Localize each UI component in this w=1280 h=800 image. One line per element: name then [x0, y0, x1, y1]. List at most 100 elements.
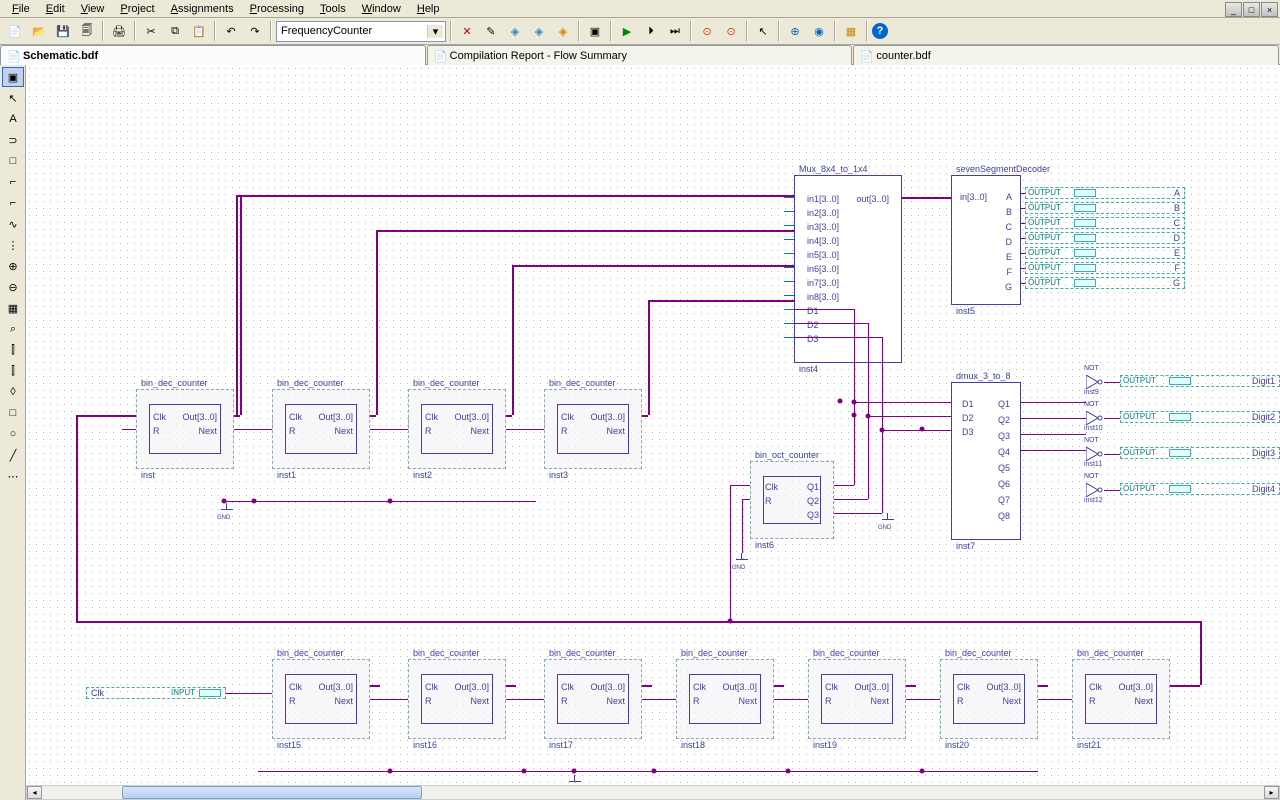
output-pin[interactable]: OUTPUTG — [1025, 277, 1185, 289]
schematic-canvas[interactable]: bin_dec_counterClkROut[3..0]Nextinst bin_… — [26, 65, 1280, 785]
help-icon[interactable]: ? — [872, 23, 888, 39]
step-icon[interactable]: ⏭ — [664, 20, 686, 42]
tool-button-13[interactable]: ⫿ — [2, 340, 24, 360]
mux-block[interactable]: Mux_8x4_to_1x4in1[3..0]in2[3..0]in3[3..0… — [794, 175, 902, 363]
new-icon[interactable]: 📄 — [4, 20, 26, 42]
output-pin[interactable]: OUTPUTA — [1025, 187, 1185, 199]
pin-icon[interactable]: ⊕ — [784, 20, 806, 42]
tool-button-17[interactable]: ○ — [2, 424, 24, 444]
tool-button-18[interactable]: ╱ — [2, 445, 24, 465]
menu-processing[interactable]: Processing — [242, 2, 312, 16]
tool-button-7[interactable]: ∿ — [2, 214, 24, 234]
output-pin[interactable]: OUTPUTF — [1025, 262, 1185, 274]
print-icon[interactable]: 🖨 — [108, 20, 130, 42]
scroll-left-button[interactable]: ◂ — [27, 786, 42, 799]
tab[interactable]: 📄counter.bdf — [853, 45, 1279, 65]
undo-icon[interactable]: ↶ — [220, 20, 242, 42]
not-gate[interactable] — [1086, 375, 1104, 389]
tool-button-2[interactable]: A — [2, 109, 24, 129]
tool-button-10[interactable]: ⊖ — [2, 277, 24, 297]
time1-icon[interactable]: ⊙ — [696, 20, 718, 42]
stop-icon[interactable]: ✕ — [456, 20, 478, 42]
open-icon[interactable]: 📂 — [28, 20, 50, 42]
bin-dec-counter-block[interactable]: bin_dec_counterClkROut[3..0]Nextinst19 — [808, 659, 906, 739]
bin-dec-counter-block[interactable]: bin_dec_counterClkROut[3..0]Nextinst21 — [1072, 659, 1170, 739]
bin-oct-counter-block[interactable]: bin_oct_counterClkRQ1Q2Q3inst6 — [750, 461, 834, 539]
signal-icon[interactable]: ◉ — [808, 20, 830, 42]
tool-button-5[interactable]: ⌐ — [2, 172, 24, 192]
not-gate[interactable] — [1086, 483, 1104, 497]
paste-icon[interactable]: 📋 — [188, 20, 210, 42]
tool-button-1[interactable]: ↖ — [2, 88, 24, 108]
bin-dec-counter-block[interactable]: bin_dec_counterClkROut[3..0]Nextinst3 — [544, 389, 642, 469]
bin-dec-counter-block[interactable]: bin_dec_counterClkROut[3..0]Nextinst17 — [544, 659, 642, 739]
bin-dec-counter-block[interactable]: bin_dec_counterClkROut[3..0]Nextinst20 — [940, 659, 1038, 739]
output-pin[interactable]: OUTPUTE — [1025, 247, 1185, 259]
not-gate[interactable] — [1086, 411, 1104, 425]
not-gate[interactable] — [1086, 447, 1104, 461]
time2-icon[interactable]: ⊙ — [720, 20, 742, 42]
menu-window[interactable]: Window — [354, 2, 409, 16]
output-pin[interactable]: OUTPUTD — [1025, 232, 1185, 244]
save-icon[interactable]: 💾 — [52, 20, 74, 42]
synth-icon[interactable]: ◈ — [528, 20, 550, 42]
cut-icon[interactable]: ✂ — [140, 20, 162, 42]
tool-button-12[interactable]: ⌕ — [2, 319, 24, 339]
tool-button-14[interactable]: ⫿ — [2, 361, 24, 381]
output-pin[interactable]: OUTPUTDigit4 — [1120, 483, 1280, 495]
project-combo[interactable]: FrequencyCounter — [276, 21, 446, 42]
bin-dec-counter-block[interactable]: bin_dec_counterClkROut[3..0]Nextinst15 — [272, 659, 370, 739]
redo-icon[interactable]: ↷ — [244, 20, 266, 42]
tool-button-3[interactable]: ⊃ — [2, 130, 24, 150]
menu-tools[interactable]: Tools — [312, 2, 354, 16]
output-pin[interactable]: OUTPUTB — [1025, 202, 1185, 214]
scroll-right-button[interactable]: ▸ — [1264, 786, 1279, 799]
bin-dec-counter-block[interactable]: bin_dec_counterClkROut[3..0]Nextinst1 — [272, 389, 370, 469]
analyze-icon[interactable]: ◈ — [504, 20, 526, 42]
bin-dec-counter-block[interactable]: bin_dec_counterClkROut[3..0]Nextinst2 — [408, 389, 506, 469]
tab[interactable]: 📄Schematic.bdf — [0, 45, 426, 65]
dmux-block[interactable]: dmux_3_to_8D1D2D3Q1Q2Q3Q4Q5Q6Q7Q8inst7 — [951, 382, 1021, 540]
tool-button-9[interactable]: ⊕ — [2, 256, 24, 276]
select-icon[interactable]: ↖ — [752, 20, 774, 42]
programmer-icon[interactable]: ▦ — [840, 20, 862, 42]
menu-project[interactable]: Project — [112, 2, 162, 16]
output-pin[interactable]: OUTPUTC — [1025, 217, 1185, 229]
fit-icon[interactable]: ◈ — [552, 20, 574, 42]
output-pin[interactable]: OUTPUTDigit3 — [1120, 447, 1280, 459]
output-pin[interactable]: OUTPUTDigit1 — [1120, 375, 1280, 387]
close-button[interactable]: × — [1261, 2, 1278, 17]
play-icon[interactable]: ▶ — [616, 20, 638, 42]
bin-dec-counter-block[interactable]: bin_dec_counterClkROut[3..0]Nextinst16 — [408, 659, 506, 739]
bin-dec-counter-block[interactable]: bin_dec_counterClkROut[3..0]Nextinst18 — [676, 659, 774, 739]
tool-button-0[interactable]: ▣ — [2, 67, 24, 87]
minimize-button[interactable]: _ — [1225, 2, 1242, 17]
ssd-block[interactable]: sevenSegmentDecoderin[3..0]ABCDEFGinst5 — [951, 175, 1021, 305]
menu-assignments[interactable]: Assignments — [163, 2, 242, 16]
tool-button-11[interactable]: ▦ — [2, 298, 24, 318]
menu-file[interactable]: File — [4, 2, 38, 16]
tab[interactable]: 📄Compilation Report - Flow Summary — [427, 45, 853, 65]
chip-icon[interactable]: ▣ — [584, 20, 606, 42]
menu-edit[interactable]: Edit — [38, 2, 73, 16]
playto-icon[interactable]: ⏵ — [640, 20, 662, 42]
maximize-button[interactable]: □ — [1243, 2, 1260, 17]
tool-button-19[interactable]: ⋯ — [2, 466, 24, 486]
copy-icon[interactable]: ⧉ — [164, 20, 186, 42]
tool-button-4[interactable]: □ — [2, 151, 24, 171]
not-label: NOT — [1084, 473, 1099, 480]
tool-button-8[interactable]: ⋮ — [2, 235, 24, 255]
tool-button-15[interactable]: ◊ — [2, 382, 24, 402]
tool-button-6[interactable]: ⌐ — [2, 193, 24, 213]
horizontal-scrollbar[interactable]: ◂ ▸ — [26, 785, 1280, 800]
wire — [784, 281, 794, 282]
bin-dec-counter-block[interactable]: bin_dec_counterClkROut[3..0]Nextinst — [136, 389, 234, 469]
tool-button-16[interactable]: □ — [2, 403, 24, 423]
output-pin[interactable]: OUTPUTDigit2 — [1120, 411, 1280, 423]
compile-icon[interactable]: ✎ — [480, 20, 502, 42]
menu-view[interactable]: View — [73, 2, 113, 16]
menu-help[interactable]: Help — [409, 2, 448, 16]
wire — [370, 699, 408, 700]
saveall-icon[interactable]: 🗐 — [76, 20, 98, 42]
input-pin[interactable]: ClkINPUT — [86, 687, 226, 699]
